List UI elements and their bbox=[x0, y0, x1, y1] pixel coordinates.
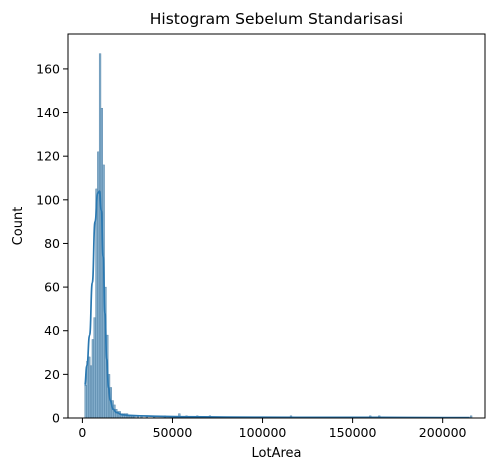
chart-title: Histogram Sebelum Standarisasi bbox=[150, 10, 403, 28]
x-tick-label: 150000 bbox=[329, 425, 377, 440]
histogram-bar bbox=[98, 53, 102, 419]
x-axis-label: LotArea bbox=[252, 446, 302, 461]
y-axis-label: Count bbox=[11, 207, 26, 246]
histogram-bar bbox=[93, 317, 96, 419]
kde-curve bbox=[83, 190, 470, 419]
y-tick-label: 80 bbox=[44, 236, 60, 251]
y-tick-label: 60 bbox=[44, 280, 60, 295]
y-tick-label: 140 bbox=[36, 105, 60, 120]
histogram-bar bbox=[115, 409, 118, 419]
y-tick-label: 100 bbox=[36, 192, 60, 207]
x-tick-label: 50000 bbox=[153, 425, 193, 440]
histogram-bar bbox=[95, 188, 98, 419]
y-tick-label: 0 bbox=[52, 411, 60, 426]
histogram-bar bbox=[91, 339, 94, 419]
y-axis-ticks: 0 20 40 60 80 100 120 140 160 bbox=[36, 61, 68, 426]
x-tick-label: 100000 bbox=[239, 425, 287, 440]
y-tick-label: 40 bbox=[44, 323, 60, 338]
plot-frame bbox=[67, 33, 486, 419]
histogram-bar bbox=[100, 107, 103, 419]
x-axis-ticks: 0 50000 100000 150000 200000 bbox=[78, 418, 467, 440]
x-tick-label: 0 bbox=[78, 425, 86, 440]
y-tick-label: 120 bbox=[36, 149, 60, 164]
histogram-bar bbox=[88, 356, 91, 419]
histogram-bar bbox=[89, 365, 93, 419]
y-tick-label: 160 bbox=[36, 61, 60, 76]
y-tick-label: 20 bbox=[44, 367, 60, 382]
histogram-bar bbox=[84, 385, 87, 419]
x-tick-label: 200000 bbox=[419, 425, 467, 440]
plot-area bbox=[68, 34, 485, 418]
